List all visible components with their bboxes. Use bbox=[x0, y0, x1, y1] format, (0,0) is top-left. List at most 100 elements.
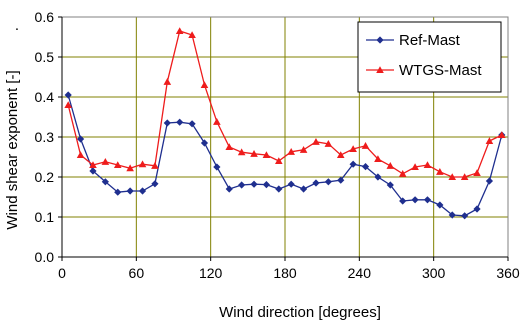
data-point-ref-mast bbox=[485, 177, 494, 185]
x-tick-label: 240 bbox=[348, 265, 372, 281]
data-point-wtgs-mast bbox=[448, 173, 457, 181]
series-layer bbox=[64, 27, 506, 220]
x-tick-label: 300 bbox=[422, 265, 446, 281]
axes bbox=[58, 16, 509, 261]
data-point-ref-mast bbox=[411, 196, 419, 204]
data-point-ref-mast bbox=[163, 119, 171, 127]
data-point-ref-mast bbox=[250, 180, 258, 188]
data-point-wtgs-mast bbox=[237, 148, 246, 156]
y-tick-label: 0.0 bbox=[35, 249, 55, 265]
data-point-wtgs-mast bbox=[287, 148, 295, 155]
data-point-ref-mast bbox=[151, 180, 159, 188]
y-tick-label: 0.5 bbox=[35, 49, 55, 65]
legend-box bbox=[357, 21, 502, 93]
data-point-wtgs-mast bbox=[101, 158, 110, 165]
data-point-ref-mast bbox=[461, 212, 469, 220]
data-point-wtgs-mast bbox=[349, 145, 357, 153]
data-point-ref-mast bbox=[361, 163, 370, 171]
legend-item-wtgs-mast: WTGS-Mast bbox=[366, 62, 482, 79]
data-point-ref-mast bbox=[374, 173, 382, 181]
data-point-wtgs-mast bbox=[250, 150, 258, 157]
data-point-wtgs-mast bbox=[460, 173, 469, 181]
data-point-wtgs-mast bbox=[436, 168, 444, 175]
data-point-wtgs-mast bbox=[262, 151, 271, 159]
y-tick-label: 0.1 bbox=[35, 209, 55, 225]
data-point-wtgs-mast bbox=[89, 161, 97, 169]
legend-label-ref-mast: Ref-Mast bbox=[399, 32, 461, 49]
data-point-wtgs-mast bbox=[473, 169, 481, 177]
data-point-ref-mast bbox=[114, 188, 122, 196]
data-point-ref-mast bbox=[138, 187, 147, 195]
data-point-ref-mast bbox=[176, 118, 184, 126]
data-point-ref-mast bbox=[64, 91, 72, 99]
data-point-wtgs-mast bbox=[138, 160, 147, 168]
data-point-ref-mast bbox=[473, 205, 481, 213]
data-point-wtgs-mast bbox=[361, 142, 370, 149]
y-axis-title-suffix: . bbox=[15, 17, 19, 34]
data-point-ref-mast bbox=[262, 181, 271, 189]
y-tick-label: 0.3 bbox=[35, 129, 55, 145]
data-point-wtgs-mast bbox=[76, 151, 85, 159]
data-point-ref-mast bbox=[436, 201, 444, 209]
legend-label-wtgs-mast: WTGS-Mast bbox=[399, 62, 482, 79]
data-point-wtgs-mast bbox=[336, 151, 345, 159]
tick-labels: 0.0 0.1 0.2 0.3 0.4 0.5 0.6 0 60 120 180 240 300 360 bbox=[35, 9, 520, 281]
data-point-wtgs-mast bbox=[213, 118, 221, 125]
data-point-wtgs-mast bbox=[299, 146, 308, 153]
data-point-ref-mast bbox=[337, 176, 345, 184]
data-point-wtgs-mast bbox=[324, 140, 333, 147]
legend-item-ref-mast: Ref-Mast bbox=[366, 32, 461, 49]
data-point-ref-mast bbox=[89, 167, 97, 175]
data-point-wtgs-mast bbox=[312, 138, 320, 145]
data-point-ref-mast bbox=[324, 178, 332, 186]
data-point-wtgs-mast bbox=[175, 27, 184, 35]
data-point-wtgs-mast bbox=[113, 161, 122, 169]
x-axis-title: Wind direction [degrees] bbox=[219, 304, 381, 321]
data-point-wtgs-mast bbox=[398, 170, 407, 177]
data-point-ref-mast bbox=[126, 187, 134, 195]
data-point-ref-mast bbox=[188, 120, 196, 128]
data-point-ref-mast bbox=[287, 180, 295, 188]
x-tick-label: 60 bbox=[129, 265, 145, 281]
data-point-wtgs-mast bbox=[64, 101, 72, 109]
data-point-ref-mast bbox=[312, 179, 320, 187]
data-point-wtgs-mast bbox=[126, 164, 134, 172]
data-point-ref-mast bbox=[349, 160, 357, 168]
y-tick-label: 0.6 bbox=[35, 9, 55, 25]
data-point-ref-mast bbox=[299, 185, 308, 193]
data-point-wtgs-mast bbox=[485, 137, 494, 145]
data-point-ref-mast bbox=[76, 135, 85, 143]
legend-marker-ref-mast bbox=[376, 36, 384, 44]
data-point-wtgs-mast bbox=[411, 163, 419, 171]
data-point-ref-mast bbox=[101, 178, 109, 186]
data-point-wtgs-mast bbox=[386, 162, 395, 169]
legend: Ref-Mast WTGS-Mast bbox=[357, 21, 502, 93]
data-point-wtgs-mast bbox=[151, 162, 159, 169]
x-tick-label: 180 bbox=[273, 265, 297, 281]
data-point-ref-mast bbox=[200, 139, 209, 147]
legend-marker-wtgs-mast bbox=[376, 66, 384, 74]
data-point-ref-mast bbox=[213, 163, 221, 171]
x-tick-label: 360 bbox=[496, 265, 520, 281]
data-point-wtgs-mast bbox=[275, 157, 283, 165]
data-point-ref-mast bbox=[386, 181, 394, 189]
data-point-ref-mast bbox=[423, 196, 432, 204]
data-point-wtgs-mast bbox=[374, 155, 382, 163]
x-tick-label: 0 bbox=[58, 265, 66, 281]
series-ref-mast bbox=[64, 91, 506, 220]
y-tick-label: 0.2 bbox=[35, 169, 55, 185]
data-point-wtgs-mast bbox=[163, 78, 172, 85]
data-point-wtgs-mast bbox=[498, 131, 506, 139]
data-point-ref-mast bbox=[225, 185, 233, 193]
y-tick-label: 0.4 bbox=[35, 89, 55, 105]
data-point-wtgs-mast bbox=[200, 81, 209, 89]
data-point-ref-mast bbox=[238, 181, 246, 189]
series-wtgs-mast bbox=[64, 27, 506, 181]
x-tick-label: 120 bbox=[199, 265, 223, 281]
y-axis-title: Wind shear exponent [-] bbox=[4, 70, 21, 229]
data-point-wtgs-mast bbox=[188, 31, 196, 39]
data-point-wtgs-mast bbox=[423, 161, 432, 169]
data-point-ref-mast bbox=[448, 211, 456, 219]
data-point-wtgs-mast bbox=[225, 143, 234, 151]
